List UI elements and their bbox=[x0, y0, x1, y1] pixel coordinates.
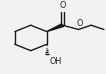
Text: O: O bbox=[59, 1, 66, 10]
Polygon shape bbox=[47, 24, 64, 32]
Text: OH: OH bbox=[50, 57, 62, 66]
Text: O: O bbox=[76, 19, 83, 28]
